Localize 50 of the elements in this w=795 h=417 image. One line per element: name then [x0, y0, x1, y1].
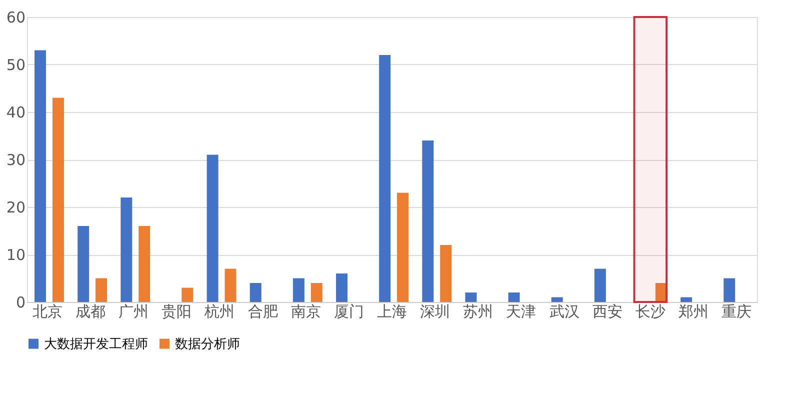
bar [379, 55, 391, 302]
x-tick-label: 深圳 [420, 302, 450, 320]
x-tick-label: 武汉 [549, 302, 580, 320]
bar [206, 154, 218, 302]
x-tick-label: 长沙 [635, 302, 666, 320]
x-tick-label: 广州 [118, 302, 149, 320]
legend-label: 数据分析师 [175, 336, 240, 352]
bar [52, 98, 64, 302]
x-tick-label: 苏州 [463, 302, 494, 320]
x-tick-label: 成都 [76, 302, 106, 320]
legend-label: 大数据开发工程师 [44, 336, 148, 352]
bar [655, 283, 667, 302]
x-tick-label: 北京 [32, 302, 62, 320]
bar [310, 283, 322, 302]
x-tick-label: 上海 [377, 302, 407, 320]
bar [96, 278, 108, 302]
x-tick-label: 厦门 [334, 302, 364, 320]
bar [594, 268, 606, 302]
bar [422, 140, 434, 302]
y-tick-label: 20 [6, 198, 26, 216]
bar [680, 297, 692, 302]
bar [508, 292, 520, 302]
y-tick-label: 30 [6, 151, 26, 169]
bar [224, 268, 236, 302]
bar [465, 292, 477, 302]
x-tick-label: 贵阳 [162, 302, 192, 320]
x-tick-label: 重庆 [722, 302, 752, 320]
bar [292, 278, 304, 302]
x-tick-label: 郑州 [678, 302, 708, 320]
bar [440, 245, 452, 302]
x-tick-label: 合肥 [248, 302, 278, 320]
y-tick-label: 60 [6, 8, 26, 26]
bar [551, 297, 563, 302]
bar [336, 274, 348, 302]
y-tick-label: 10 [6, 246, 26, 264]
bar [78, 226, 90, 302]
bar [182, 288, 194, 302]
x-tick-label: 南京 [290, 302, 321, 320]
bar [34, 50, 46, 302]
y-tick-label: 0 [16, 294, 26, 312]
bar [120, 198, 132, 302]
x-tick-label: 天津 [506, 302, 536, 320]
x-tick-label: 杭州 [204, 302, 235, 320]
y-tick-label: 50 [6, 56, 26, 74]
bar [138, 226, 150, 302]
bar [250, 283, 262, 302]
y-tick-label: 40 [6, 104, 26, 122]
x-tick-label: 西安 [592, 302, 622, 320]
bar [397, 192, 409, 302]
bar [724, 278, 736, 302]
